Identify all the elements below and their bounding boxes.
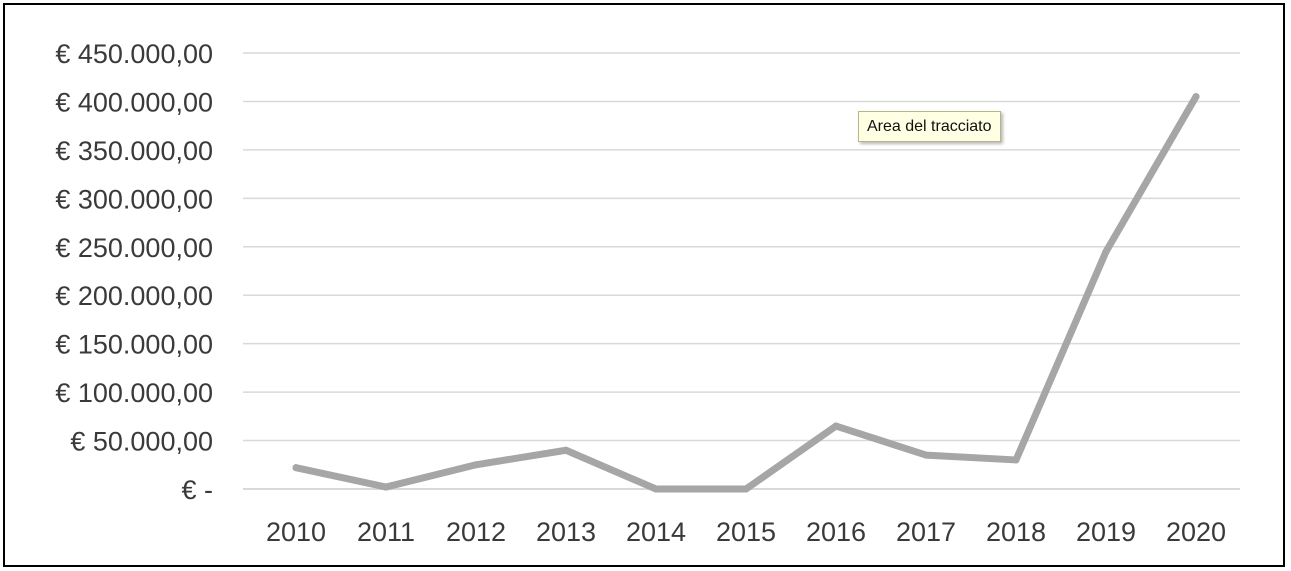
x-tick-label: 2020 — [1166, 517, 1226, 547]
data-point[interactable] — [1192, 93, 1200, 101]
y-tick-label: € 450.000,00 — [55, 39, 213, 69]
series-layer — [292, 93, 1200, 493]
plot-area-tooltip: Area del tracciato — [858, 111, 1001, 142]
data-point[interactable] — [922, 451, 930, 459]
x-tick-label: 2010 — [266, 517, 326, 547]
y-tick-label: € 250.000,00 — [55, 233, 213, 263]
y-tick-label: € 50.000,00 — [70, 427, 213, 457]
chart-frame — [3, 3, 1285, 567]
y-axis-tick-labels: € - € 50.000,00 € 100.000,00 € 150.000,00 € … — [55, 39, 213, 505]
x-tick-label: 2017 — [896, 517, 956, 547]
gridlines — [243, 52, 1240, 490]
x-tick-label: 2011 — [357, 517, 415, 547]
data-point[interactable] — [382, 483, 390, 491]
x-tick-label: 2019 — [1076, 517, 1136, 547]
y-tick-label: € 150.000,00 — [55, 330, 213, 360]
x-tick-label: 2012 — [446, 517, 506, 547]
data-point[interactable] — [1012, 456, 1020, 464]
y-tick-label: € 350.000,00 — [55, 136, 213, 166]
series-line[interactable] — [292, 93, 1200, 493]
x-tick-label: 2016 — [806, 517, 866, 547]
data-point[interactable] — [292, 464, 300, 472]
x-tick-label: 2014 — [626, 517, 686, 547]
data-point[interactable] — [832, 422, 840, 430]
x-tick-label: 2018 — [986, 517, 1046, 547]
data-point[interactable] — [472, 461, 480, 469]
data-point[interactable] — [1102, 248, 1110, 256]
y-tick-label: € 200.000,00 — [55, 281, 213, 311]
x-tick-label: 2013 — [536, 517, 596, 547]
x-axis-tick-labels: 2010 2011 2012 2013 2014 2015 2016 2017 2018 2019… — [266, 517, 1226, 547]
x-tick-label: 2015 — [716, 517, 776, 547]
y-tick-label: € 300.000,00 — [55, 184, 213, 214]
y-tick-label: € 400.000,00 — [55, 87, 213, 117]
data-point[interactable] — [742, 485, 750, 493]
y-tick-label: € - — [181, 475, 213, 505]
y-tick-label: € 100.000,00 — [55, 378, 213, 408]
data-point[interactable] — [562, 446, 570, 454]
data-point[interactable] — [652, 485, 660, 493]
